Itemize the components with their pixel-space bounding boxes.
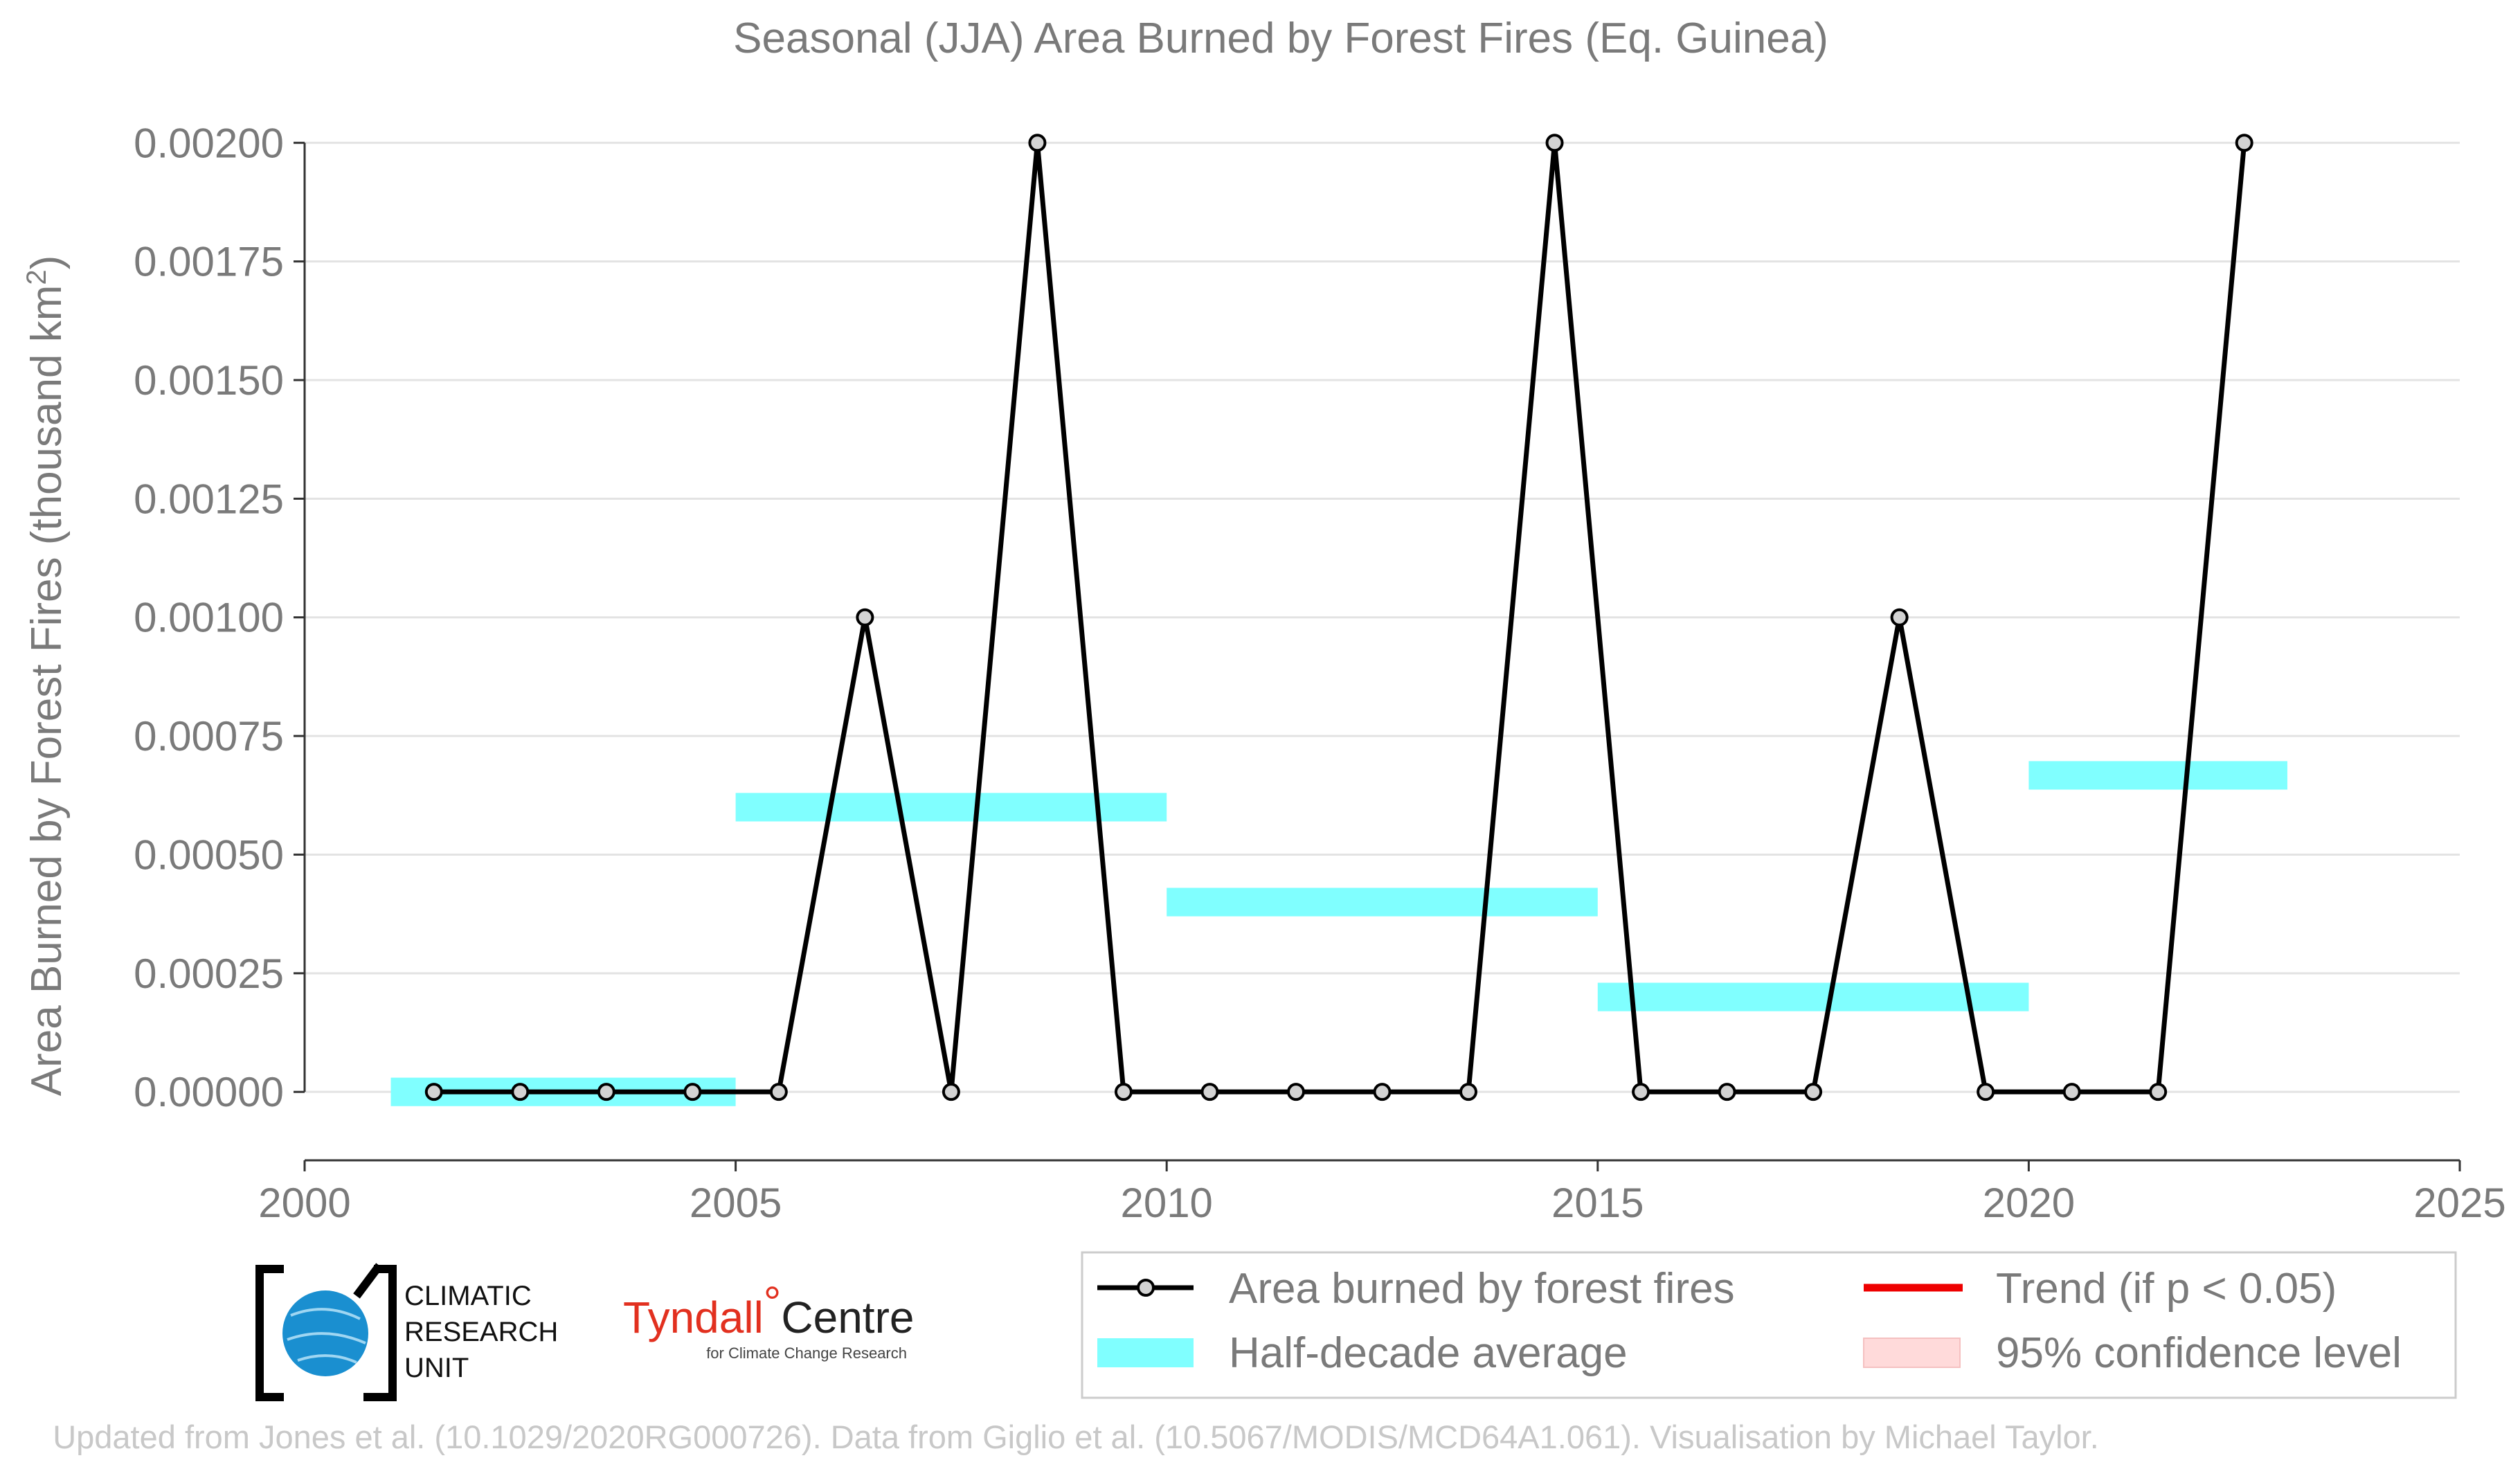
x-tick-label: 2005 (690, 1180, 782, 1226)
y-tick-label: 0.00175 (134, 239, 284, 285)
half-decade-band (735, 793, 1167, 822)
data-point (1718, 1083, 1736, 1101)
data-point (2062, 1083, 2081, 1101)
cru-logo-slash (353, 1263, 383, 1299)
x-axis-ticks: 2000 2005 2010 2015 2020 2025 (258, 1160, 2506, 1226)
legend: Area burned by forest fires Trend (if p … (1081, 1251, 2457, 1399)
data-point (511, 1083, 530, 1101)
data-point (1028, 134, 1047, 152)
series-line (433, 140, 2247, 1095)
cru-line-3: UNIT (404, 1353, 469, 1383)
data-point (1804, 1083, 1823, 1101)
half-decade-bands (390, 761, 2287, 1106)
source-note: Updated from Jones et al. (10.1029/2020R… (53, 1419, 2099, 1455)
y-tick-label: 0.00100 (134, 595, 284, 641)
data-point (424, 1083, 443, 1101)
tyndall-subtitle: for Climate Change Research (706, 1344, 907, 1362)
y-tick-label: 0.00200 (134, 120, 284, 166)
cru-logo-right-bracket (363, 1265, 397, 1401)
cru-line-1: CLIMATIC (404, 1281, 532, 1311)
half-decade-band (1167, 888, 1598, 917)
y-tick-label: 0.00000 (134, 1069, 284, 1115)
series-area-burned (424, 134, 2253, 1101)
legend-box (1081, 1251, 2457, 1399)
tyndall-wordmark: Tyndall°Centre (623, 1277, 914, 1342)
data-point (856, 608, 874, 627)
y-tick-label: 0.00125 (134, 476, 284, 522)
data-point (1632, 1083, 1650, 1101)
data-point (597, 1083, 615, 1101)
y-axis-ticks: 0.00000 0.00025 0.00050 0.00075 0.00100 0.001… (134, 120, 305, 1115)
data-point (1977, 1083, 1995, 1101)
y-axis-label-main: Area Burned by Forest Fires (thousand km (23, 285, 71, 1097)
y-tick-label: 0.00075 (134, 713, 284, 759)
cru-logo: CLIMATIC RESEARCH UNIT (255, 1263, 558, 1401)
x-tick-label: 2015 (1551, 1180, 1644, 1226)
data-point (1286, 1083, 1305, 1101)
legend-half-decade-symbol (1097, 1338, 1194, 1367)
y-tick-label: 0.00050 (134, 831, 284, 878)
y-axis-label-superscript: 2 (21, 269, 52, 285)
y-axis-label-close: ) (23, 255, 71, 270)
data-point (1890, 608, 1909, 627)
x-tick-label: 2000 (258, 1180, 350, 1226)
legend-confidence-symbol (1863, 1338, 1961, 1368)
half-decade-band (1597, 982, 2029, 1011)
tyndall-degree: ° (764, 1277, 782, 1327)
legend-marker-symbol (1137, 1279, 1155, 1297)
legend-label-area-burned: Area burned by forest fires (1229, 1265, 1735, 1313)
legend-label-trend: Trend (if p < 0.05) (1996, 1265, 2337, 1313)
legend-label-half-decade: Half-decade average (1229, 1329, 1628, 1377)
data-point (1373, 1083, 1392, 1101)
data-point (683, 1083, 702, 1101)
data-point (942, 1083, 960, 1101)
legend-label-confidence: 95% confidence level (1996, 1329, 2402, 1377)
cru-logo-left-bracket (255, 1265, 284, 1401)
y-tick-label: 0.00150 (134, 357, 284, 404)
y-tick-label: 0.00025 (134, 951, 284, 997)
globe-contour-lines (287, 1308, 366, 1364)
data-point (1459, 1083, 1478, 1101)
half-decade-band (2028, 761, 2287, 790)
chart-title: Seasonal (JJA) Area Burned by Forest Fir… (733, 15, 1828, 62)
y-axis-label: Area Burned by Forest Fires (thousand km… (21, 255, 71, 1097)
data-point (2149, 1083, 2168, 1101)
x-tick-label: 2010 (1120, 1180, 1212, 1226)
tyndall-name: Tyndall (623, 1293, 764, 1342)
data-point (1200, 1083, 1219, 1101)
data-point (2235, 134, 2253, 152)
data-point (769, 1083, 788, 1101)
data-point (1114, 1083, 1133, 1101)
x-tick-label: 2025 (2413, 1180, 2505, 1226)
tyndall-logo: Tyndall°Centre for Climate Change Resear… (623, 1277, 914, 1362)
grid-lines (305, 141, 2460, 1093)
tyndall-centre: Centre (781, 1293, 914, 1342)
cru-line-2: RESEARCH (404, 1317, 558, 1347)
data-point (1545, 134, 1564, 152)
x-tick-label: 2020 (1983, 1180, 2075, 1226)
